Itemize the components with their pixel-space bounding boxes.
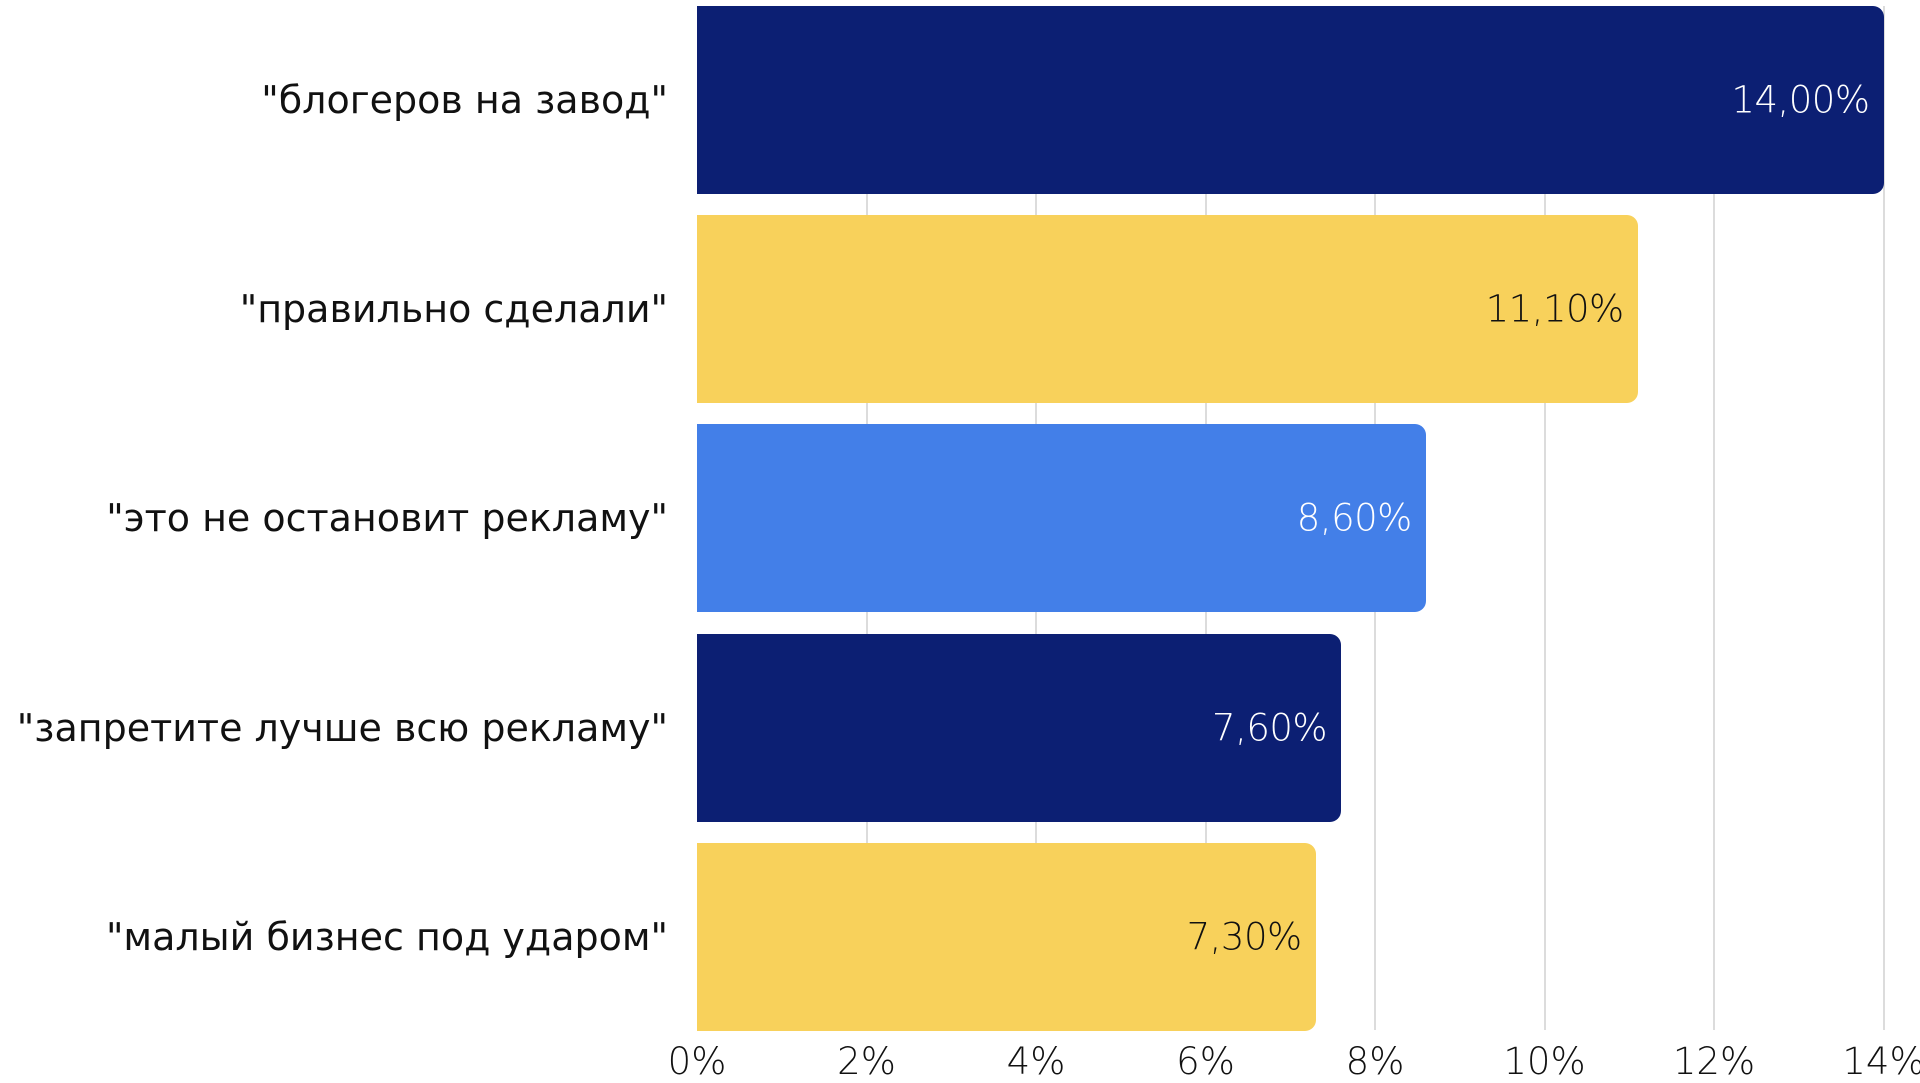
bar: 7,30% [697,842,1316,1031]
category-label: "это не остановит рекламу" [106,496,668,541]
category-label: "малый бизнес под ударом" [105,914,668,959]
gridline [1543,6,1546,1030]
bar-value-label: 14,00% [1731,78,1870,122]
x-tick-label: 14% [1842,1040,1920,1083]
gridline [1713,6,1715,1030]
bar: 11,10% [697,215,1638,404]
x-tick-label: 12% [1672,1040,1756,1083]
category-label: "запретите лучше всю рекламу" [16,705,668,750]
bar: 8,60% [697,424,1426,613]
category-label: "блогеров на завод" [261,78,668,122]
x-tick-label: 6% [1176,1040,1235,1083]
x-tick-label: 0% [667,1040,727,1083]
bar-value-label: 8,60% [1296,496,1413,540]
bar-value-label: 7,30% [1186,915,1303,959]
bar-value-label: 7,60% [1212,706,1328,750]
bar-value-label: 11,10% [1485,287,1625,331]
category-label: "правильно сделали" [239,287,668,332]
x-tick-label: 10% [1503,1040,1586,1083]
bar: 14,00% [697,6,1884,194]
bar: 7,60% [697,633,1342,822]
x-tick-label: 2% [837,1040,896,1083]
gridline [1882,6,1885,1030]
x-tick-label: 4% [1006,1040,1066,1083]
x-tick-label: 8% [1345,1040,1405,1083]
